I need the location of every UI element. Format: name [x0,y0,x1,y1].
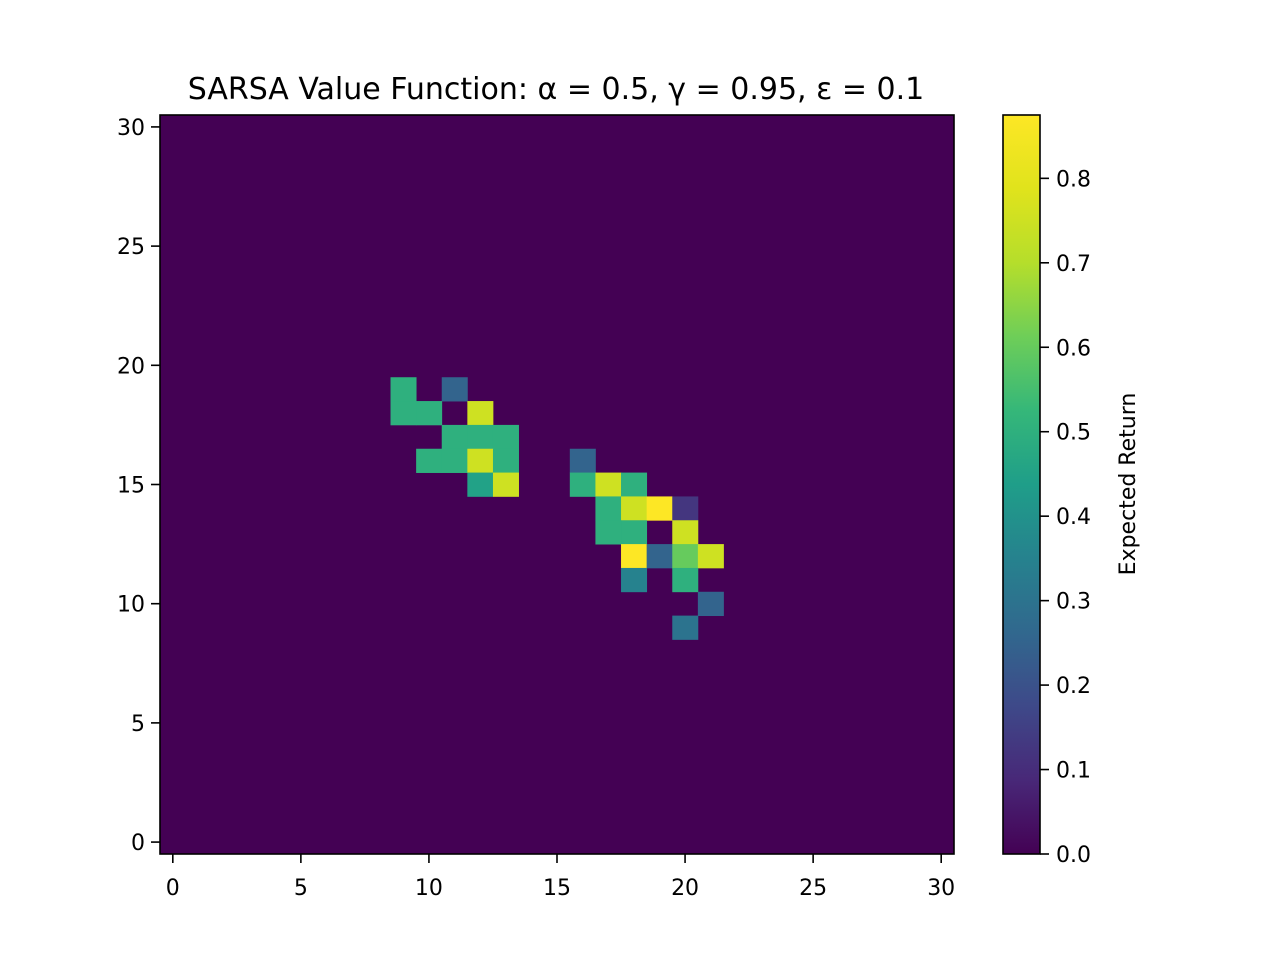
heatmap-cells [390,377,724,640]
colorbar-label: Expected Return [1116,393,1141,576]
colorbar-tick-label: 0.4 [1056,505,1091,530]
heatmap-cell [595,472,622,497]
heatmap-cell [416,448,443,473]
heatmap-cell [672,567,699,593]
heatmap-cell [441,424,468,450]
y-tick-label: 30 [117,116,145,141]
heatmap-cell [492,448,519,473]
heatmap-cell [621,520,648,545]
heatmap-cell [672,496,699,521]
heatmap-cell [492,424,519,450]
y-axis: 0 5 10 15 20 25 30 [117,116,160,856]
heatmap-cell [672,615,699,640]
heatmap-cell [441,448,468,473]
heatmap-cell [595,496,622,521]
x-tick-label: 30 [927,876,955,901]
y-tick-label: 5 [131,712,145,737]
x-tick-label: 5 [294,876,308,901]
heatmap-cell [467,424,494,450]
heatmap-cell [621,544,648,569]
heatmap-cell [467,401,494,426]
x-tick-label: 20 [671,876,699,901]
y-tick-label: 20 [117,354,145,379]
colorbar-tick-label: 0.0 [1056,843,1091,868]
heatmap-cell [390,401,417,426]
plot-background [160,115,954,854]
colorbar-tick-label: 0.6 [1056,336,1091,361]
heatmap-cell [621,567,648,593]
heatmap-cell [467,448,494,473]
heatmap-cell [672,544,699,569]
heatmap-cell [621,472,648,497]
colorbar-tick-label: 0.3 [1056,590,1091,615]
x-tick-label: 15 [543,876,571,901]
heatmap-cell [492,472,519,497]
y-tick-label: 25 [117,235,145,260]
y-tick-label: 15 [117,474,145,499]
y-tick-label: 10 [117,593,145,618]
chart-title: SARSA Value Function: α = 0.5, γ = 0.95,… [188,72,925,107]
heatmap-cell [441,377,468,402]
heatmap-cell [569,472,596,497]
x-tick-label: 10 [415,876,443,901]
colorbar-tick-label: 0.7 [1056,252,1091,277]
heatmap-cell [416,401,443,426]
colorbar [1002,114,1041,855]
heatmap-cell [467,472,494,497]
heatmap-cell [646,496,673,521]
colorbar-tick-label: 0.8 [1056,167,1091,192]
heatmap-cell [595,520,622,545]
heatmap-cell [697,591,724,617]
heatmap-cell [621,496,648,521]
heatmap-cell [697,544,724,569]
colorbar-tick-label: 0.2 [1056,674,1091,699]
heatmap-cell [672,520,699,545]
heatmap-cell [390,377,417,402]
colorbar-tick-label: 0.1 [1056,759,1091,784]
colorbar-tick-label: 0.5 [1056,421,1091,446]
x-axis: 0 5 10 15 20 25 30 [166,854,955,901]
x-tick-label: 0 [166,876,180,901]
y-tick-label: 0 [131,831,145,856]
heatmap-cell [646,544,673,569]
colorbar-axis: 0.0 0.1 0.2 0.3 0.4 0.5 0.6 0.7 0.8 [1040,167,1091,868]
heatmap-cell [569,448,596,473]
x-tick-label: 25 [799,876,827,901]
